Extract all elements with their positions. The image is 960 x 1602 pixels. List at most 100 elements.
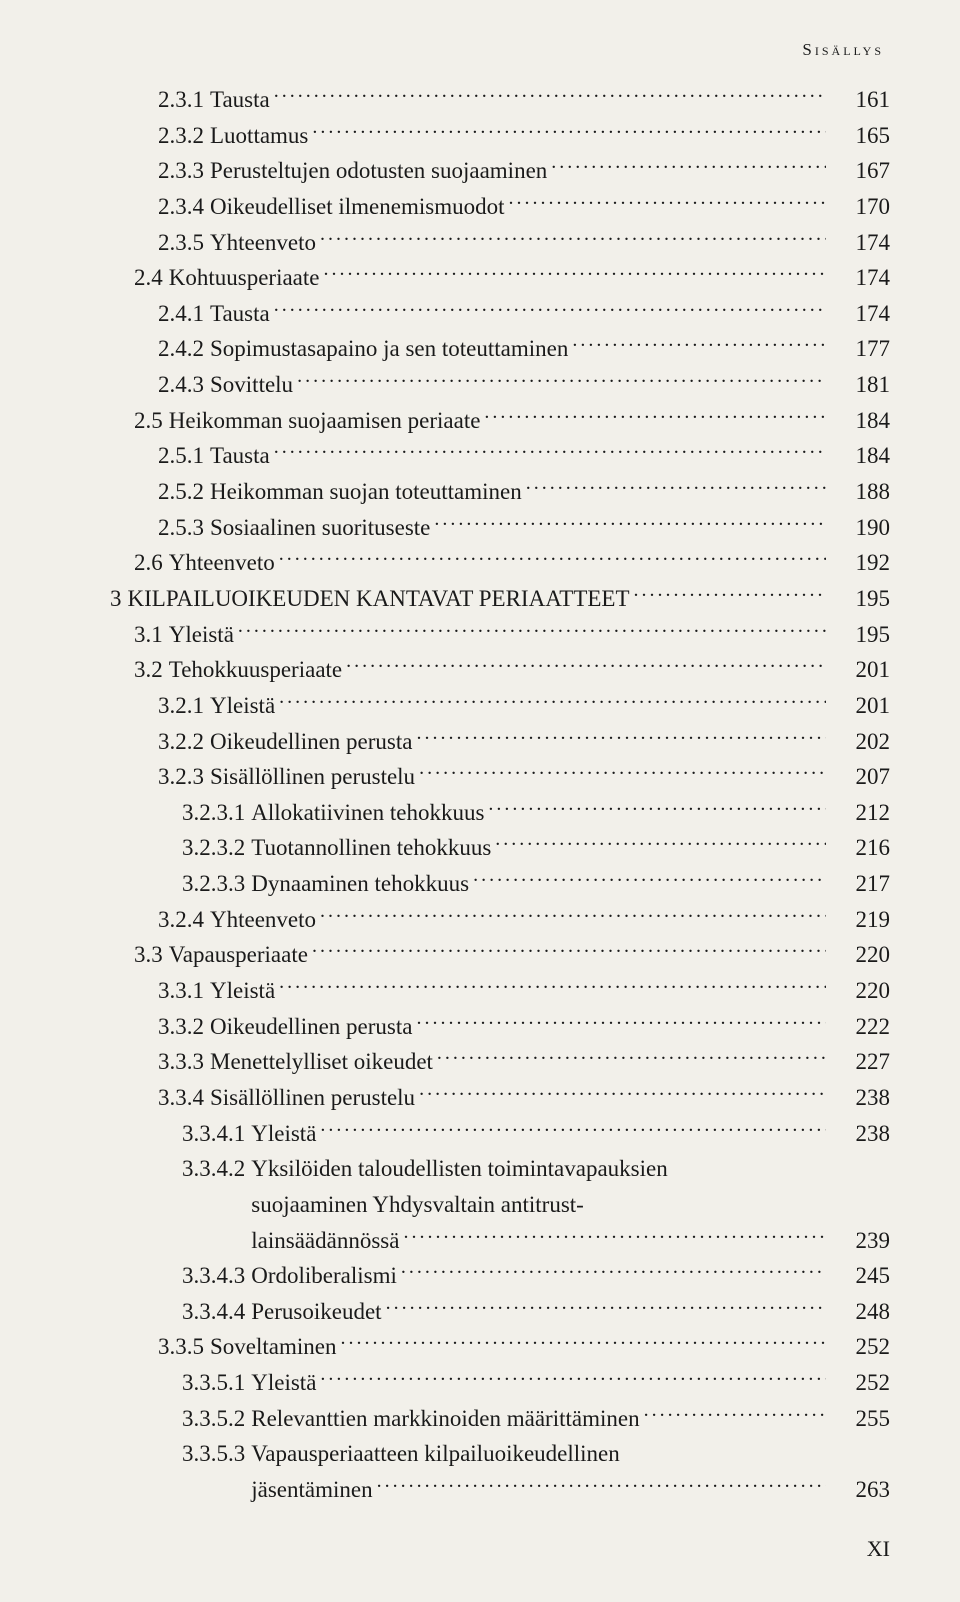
toc-row-number: 3.3 <box>134 937 169 973</box>
toc-row-label: Allokatiivinen tehokkuus <box>251 795 488 831</box>
toc-row-number: 2.4.3 <box>158 367 210 403</box>
toc-row: 3.3.5.1Yleistä252 <box>110 1365 890 1401</box>
toc-row-label: Menettelylliset oikeudet <box>210 1044 437 1080</box>
toc-leader <box>346 654 826 677</box>
toc-leader <box>572 333 826 356</box>
toc-leader <box>419 1082 826 1105</box>
toc-row: 3.3.4.4Perusoikeudet248 <box>110 1294 890 1330</box>
toc-row-label: Tausta <box>210 296 274 332</box>
toc-row-page: 239 <box>826 1223 890 1259</box>
toc-row-page: 255 <box>826 1401 890 1437</box>
toc-row: 2.3.3Perusteltujen odotusten suojaaminen… <box>110 153 890 189</box>
toc-row-page: 161 <box>826 82 890 118</box>
toc-row: 3.3.2Oikeudellinen perusta222 <box>110 1009 890 1045</box>
toc-leader <box>526 476 826 499</box>
toc-row-label: Yleistä <box>251 1365 320 1401</box>
toc-row: 2.3.5Yhteenveto174 <box>110 225 890 261</box>
toc-row-number: 3.3.5.3 <box>182 1436 251 1472</box>
toc-row: 2.3.2Luottamus165 <box>110 118 890 154</box>
toc-row-number: 3.3.4.1 <box>182 1116 251 1152</box>
toc-row: 3.3.4.1Yleistä238 <box>110 1116 890 1152</box>
toc-row-number: 3.2 <box>134 652 169 688</box>
toc-row-label: Sisällöllinen perustelu <box>210 1080 419 1116</box>
toc-row-number: 3.1 <box>134 617 169 653</box>
toc-row: 2.5.3Sosiaalinen suorituseste190 <box>110 510 890 546</box>
toc-leader <box>401 1260 826 1283</box>
toc-row-number: 3.3.5 <box>158 1329 210 1365</box>
toc-row-number: 3.2.3 <box>158 759 210 795</box>
toc-leader <box>238 619 826 642</box>
toc-row-number: 3.3.4.2 <box>182 1151 251 1187</box>
toc-row-label: Yksilöiden taloudellisten toimintavapauk… <box>251 1151 671 1187</box>
toc-leader <box>274 298 826 321</box>
toc-row-page: 219 <box>826 902 890 938</box>
toc-row-label: Yleistä <box>169 617 238 653</box>
toc-row-number: 2.4 <box>134 260 169 296</box>
toc-row: 3.2.3Sisällöllinen perustelu207 <box>110 759 890 795</box>
toc-row-label: Vapausperiaate <box>169 937 312 973</box>
toc-leader <box>279 690 826 713</box>
toc-leader <box>297 369 826 392</box>
toc-row-page: 181 <box>826 367 890 403</box>
toc-leader <box>416 1011 826 1034</box>
toc-leader <box>312 120 826 143</box>
toc-row-page: 212 <box>826 795 890 831</box>
toc-row-number: 2.5.3 <box>158 510 210 546</box>
toc-leader <box>437 1046 826 1069</box>
toc-row-number: 3.2.3.2 <box>182 830 251 866</box>
toc-leader <box>320 1367 826 1390</box>
toc-row-number: 2.5 <box>134 403 169 439</box>
toc-leader <box>484 405 826 428</box>
toc-row-page: 201 <box>826 688 890 724</box>
toc-row-label: Yhteenveto <box>210 902 320 938</box>
toc-row: 3.2.4Yhteenveto 219 <box>110 902 890 938</box>
toc-row-number: 3.3.2 <box>158 1009 210 1045</box>
toc-row-page: 195 <box>826 617 890 653</box>
toc-leader <box>488 797 826 820</box>
page-number: XI <box>867 1536 890 1562</box>
toc-row: 3KILPAILUOIKEUDEN KANTAVAT PERIAATTEET19… <box>110 581 890 617</box>
toc-row-page: 174 <box>826 296 890 332</box>
toc-row-number: 3.2.4 <box>158 902 210 938</box>
toc-row-page: 227 <box>826 1044 890 1080</box>
toc-row-label: Heikomman suojan toteuttaminen <box>210 474 526 510</box>
toc-row-page: 190 <box>826 510 890 546</box>
toc-leader <box>434 512 826 535</box>
toc-row: 3.3.1Yleistä220 <box>110 973 890 1009</box>
toc-row-label: Soveltaminen <box>210 1329 340 1365</box>
toc-row-page: 174 <box>826 260 890 296</box>
toc-row-number: 2.3.3 <box>158 153 210 189</box>
toc-row-page: 174 <box>826 225 890 261</box>
toc-row: 3.2.1Yleistä201 <box>110 688 890 724</box>
toc-row: 2.5.1Tausta184 <box>110 438 890 474</box>
toc-row: 3.3.4.2Yksilöiden taloudellisten toimint… <box>110 1151 890 1187</box>
toc-row: 2.4.1Tausta 174 <box>110 296 890 332</box>
toc-row-label: lainsäädännössä <box>251 1223 403 1259</box>
toc-row-page: 184 <box>826 403 890 439</box>
toc-row-number: 3.3.3 <box>158 1044 210 1080</box>
toc-row: 3.2.3.3Dynaaminen tehokkuus217 <box>110 866 890 902</box>
toc-row-page: 195 <box>826 581 890 617</box>
toc-row-number: 3.3.4.4 <box>182 1294 251 1330</box>
toc-row-number: 2.3.1 <box>158 82 210 118</box>
toc-leader <box>634 583 826 606</box>
toc-row-page: 238 <box>826 1116 890 1152</box>
toc: 2.3.1 Tausta 1612.3.2Luottamus1652.3.3Peru… <box>110 82 890 1508</box>
toc-row: 2.5Heikomman suojaamisen periaate184 <box>110 403 890 439</box>
toc-row-page: 177 <box>826 331 890 367</box>
toc-row-number: 3.3.1 <box>158 973 210 1009</box>
page-header: Sisällys <box>110 40 890 60</box>
toc-row-number: 3.3.4.3 <box>182 1258 251 1294</box>
toc-row-page: 245 <box>826 1258 890 1294</box>
toc-row: 2.5.2Heikomman suojan toteuttaminen188 <box>110 474 890 510</box>
toc-leader <box>386 1296 826 1319</box>
toc-row-number: 2.4.1 <box>158 296 210 332</box>
toc-row-label: Oikeudellinen perusta <box>210 1009 416 1045</box>
toc-row-label: Oikeudellinen perusta <box>210 724 416 760</box>
toc-leader <box>320 227 826 250</box>
toc-row-page: 216 <box>826 830 890 866</box>
toc-row-label: Tausta <box>210 438 274 474</box>
toc-row-label: Relevanttien markkinoiden määrittäminen <box>251 1401 643 1437</box>
toc-row: 2.3.4Oikeudelliset ilmenemismuodot170 <box>110 189 890 225</box>
toc-row: 3.3.4.2suojaaminen Yhdysvaltain antitrus… <box>110 1187 890 1223</box>
